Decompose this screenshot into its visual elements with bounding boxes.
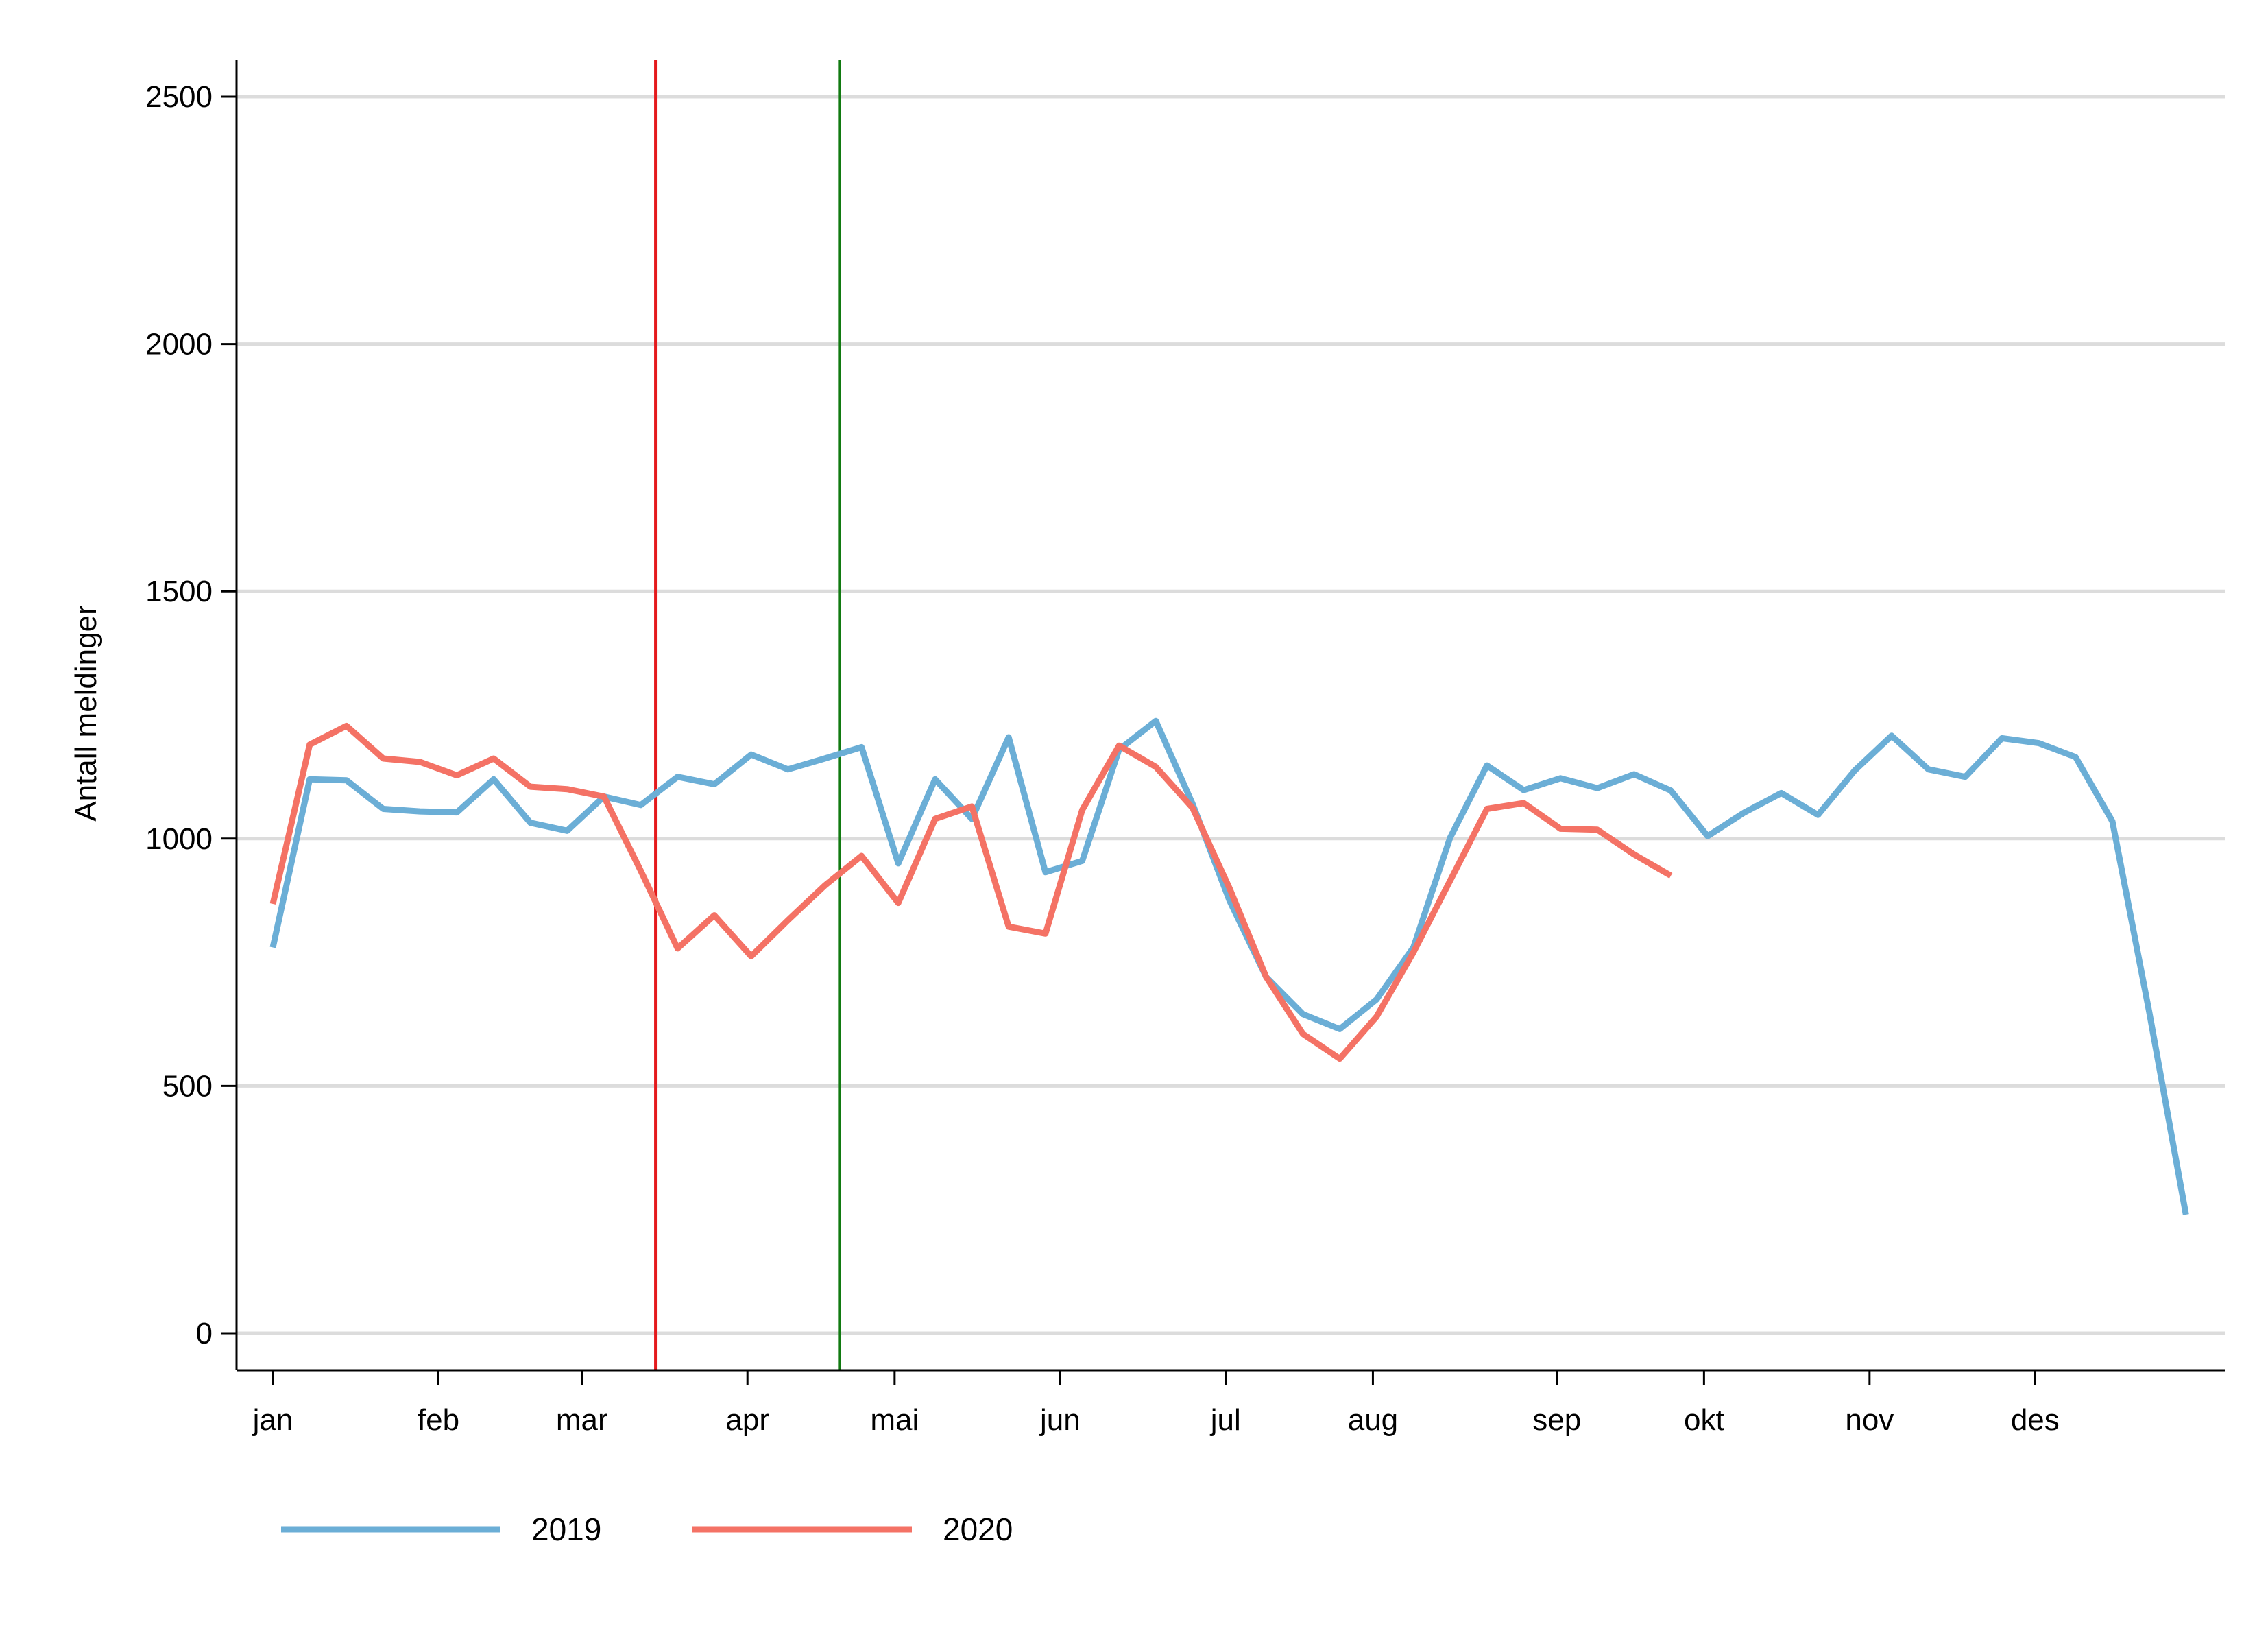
x-tick-label-jan: jan [252, 1403, 293, 1437]
x-tick-label-jul: jul [1209, 1403, 1241, 1437]
x-tick-label-apr: apr [725, 1403, 769, 1437]
axes [235, 60, 2225, 1372]
y-tick-label: 0 [196, 1317, 213, 1350]
series-line-2019 [269, 717, 2189, 1215]
x-tick-label-feb: feb [418, 1403, 459, 1437]
legend-label-2019: 2019 [531, 1512, 601, 1547]
x-tick-label-mar: mar [556, 1403, 608, 1437]
y-axis-title: Antall meldinger [69, 605, 103, 822]
x-tick-label-nov: nov [1845, 1403, 1894, 1437]
x-tick-label-jun: jun [1039, 1403, 1081, 1437]
series-line-2020 [269, 722, 1673, 1062]
x-tick-label-mai: mai [870, 1403, 919, 1437]
y-tick-label: 1500 [145, 575, 213, 608]
x-tick-label-des: des [2011, 1403, 2060, 1437]
legend-label-2020: 2020 [943, 1512, 1013, 1547]
y-tick-label: 500 [162, 1069, 213, 1103]
event-lines [654, 60, 841, 1370]
legend: 2019 2020 [281, 1512, 1013, 1547]
y-ticks: 0 500 1000 1500 2000 2500 [145, 80, 237, 1350]
y-tick-label: 1000 [145, 822, 213, 856]
x-tick-label-aug: aug [1348, 1403, 1398, 1437]
y-tick-label: 2500 [145, 80, 213, 114]
x-tick-label-okt: okt [1684, 1403, 1724, 1437]
x-ticks: jan feb mar apr mai jun jul aug sep okt nov des [252, 1370, 2060, 1437]
series-lines [269, 717, 2189, 1215]
x-tick-label-sep: sep [1532, 1403, 1581, 1437]
gridlines [237, 95, 2225, 1335]
y-tick-label: 2000 [145, 328, 213, 361]
